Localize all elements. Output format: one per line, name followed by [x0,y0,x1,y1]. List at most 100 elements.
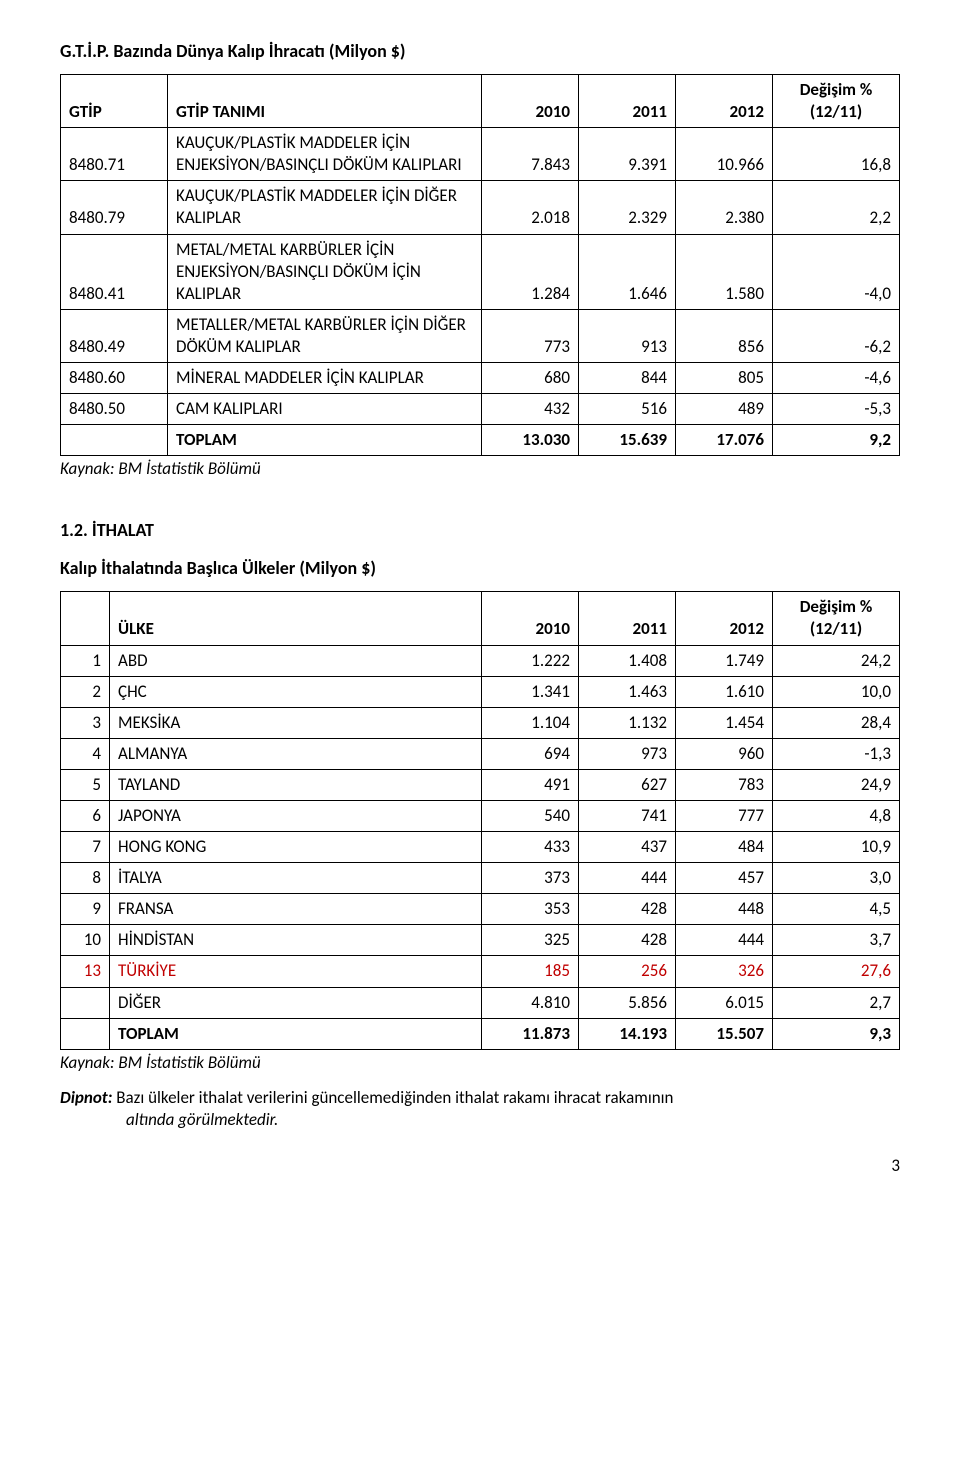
cell-desc: METALLER/METAL KARBÜRLER İÇİN DİĞER DÖKÜ… [168,309,482,362]
cell-desc: MİNERAL MADDELER İÇİN KALIPLAR [168,363,482,394]
cell-2011: 428 [579,894,676,925]
cell-other-change: 2,7 [773,987,900,1018]
cell-change: 10,9 [773,832,900,863]
footnote-label: Dipnot: [60,1087,112,1108]
cell-2011: 516 [579,394,676,425]
cell-idx: 7 [61,832,110,863]
cell-change: -1,3 [773,738,900,769]
cell-idx: 1 [61,645,110,676]
cell-other-2011: 5.856 [579,987,676,1018]
table-row: 2ÇHC1.3411.4631.61010,0 [61,676,900,707]
source-1: Kaynak: BM İstatistik Bölümü [60,458,900,479]
cell-idx: 3 [61,707,110,738]
cell-2010: 325 [482,925,579,956]
cell-country: ALMANYA [110,738,482,769]
table-row: 8İTALYA3734444573,0 [61,863,900,894]
cell-desc: KAUÇUK/PLASTİK MADDELER İÇİN DİĞER KALIP… [168,181,482,234]
cell-desc: METAL/METAL KARBÜRLER İÇİN ENJEKSİYON/BA… [168,234,482,309]
cell-country: ÇHC [110,676,482,707]
import-table: ÜLKE 2010 2011 2012 Değişim % (12/11) 1A… [60,591,900,1049]
cell-country: ABD [110,645,482,676]
table-row: 4ALMANYA694973960-1,3 [61,738,900,769]
cell-2012: 457 [676,863,773,894]
cell-2011: 844 [579,363,676,394]
col-country: ÜLKE [110,592,482,645]
table-row: 6JAPONYA5407417774,8 [61,800,900,831]
cell-total-2010: 13.030 [482,425,579,456]
cell-2011: 741 [579,800,676,831]
cell-2010: 2.018 [482,181,579,234]
section-ithalat: 1.2. İTHALAT [60,519,900,541]
export-table: GTİP GTİP TANIMI 2010 2011 2012 Değişim … [60,74,900,456]
cell-country: JAPONYA [110,800,482,831]
table-row: 8480.50CAM KALIPLARI432516489-5,3 [61,394,900,425]
cell-total-2012: 17.076 [676,425,773,456]
cell-code: 8480.79 [61,181,168,234]
cell-change: -4,0 [773,234,900,309]
cell-2010: 491 [482,769,579,800]
table-row: 1ABD1.2221.4081.74924,2 [61,645,900,676]
col-2011: 2011 [579,75,676,128]
cell-2011: 1.132 [579,707,676,738]
cell-total-2011: 14.193 [579,1018,676,1049]
cell-2012: 777 [676,800,773,831]
table-row: 13TÜRKİYE18525632627,6 [61,956,900,987]
cell-empty [61,987,110,1018]
cell-change: 27,6 [773,956,900,987]
cell-2010: 1.222 [482,645,579,676]
col-desc: GTİP TANIMI [168,75,482,128]
cell-code: 8480.60 [61,363,168,394]
cell-change: -6,2 [773,309,900,362]
cell-2011: 1.646 [579,234,676,309]
cell-total-label: TOPLAM [168,425,482,456]
cell-2011: 913 [579,309,676,362]
cell-idx: 9 [61,894,110,925]
cell-2010: 373 [482,863,579,894]
cell-2011: 428 [579,925,676,956]
cell-idx: 10 [61,925,110,956]
cell-2012: 489 [676,394,773,425]
table-row: 8480.60MİNERAL MADDELER İÇİN KALIPLAR680… [61,363,900,394]
col-change: Değişim % (12/11) [773,75,900,128]
cell-country: İTALYA [110,863,482,894]
cell-idx: 4 [61,738,110,769]
cell-change: 3,7 [773,925,900,956]
cell-other-2010: 4.810 [482,987,579,1018]
cell-total-2010: 11.873 [482,1018,579,1049]
cell-2010: 1.341 [482,676,579,707]
cell-2012: 10.966 [676,128,773,181]
cell-change: 10,0 [773,676,900,707]
cell-2010: 7.843 [482,128,579,181]
cell-2012: 1.610 [676,676,773,707]
footnote: Dipnot: Bazı ülkeler ithalat verilerini … [60,1087,900,1131]
cell-country: FRANSA [110,894,482,925]
cell-2011: 444 [579,863,676,894]
cell-total-label: TOPLAM [110,1018,482,1049]
cell-code: 8480.49 [61,309,168,362]
cell-2010: 1.284 [482,234,579,309]
cell-2011: 1.408 [579,645,676,676]
cell-change: 2,2 [773,181,900,234]
cell-change: 16,8 [773,128,900,181]
cell-change: -4,6 [773,363,900,394]
cell-2010: 540 [482,800,579,831]
cell-code: 8480.71 [61,128,168,181]
cell-country: TAYLAND [110,769,482,800]
cell-change: -5,3 [773,394,900,425]
cell-desc: KAUÇUK/PLASTİK MADDELER İÇİN ENJEKSİYON/… [168,128,482,181]
col2-2010: 2010 [482,592,579,645]
cell-2012: 783 [676,769,773,800]
cell-2012: 960 [676,738,773,769]
cell-2012: 2.380 [676,181,773,234]
total-row: TOPLAM11.87314.19315.5079,3 [61,1018,900,1049]
col2-2011: 2011 [579,592,676,645]
cell-2012: 856 [676,309,773,362]
cell-2012: 448 [676,894,773,925]
cell-2010: 432 [482,394,579,425]
table-row: 8480.49METALLER/METAL KARBÜRLER İÇİN DİĞ… [61,309,900,362]
col-2010: 2010 [482,75,579,128]
cell-idx: 8 [61,863,110,894]
cell-idx: 2 [61,676,110,707]
cell-2011: 973 [579,738,676,769]
cell-change: 4,5 [773,894,900,925]
